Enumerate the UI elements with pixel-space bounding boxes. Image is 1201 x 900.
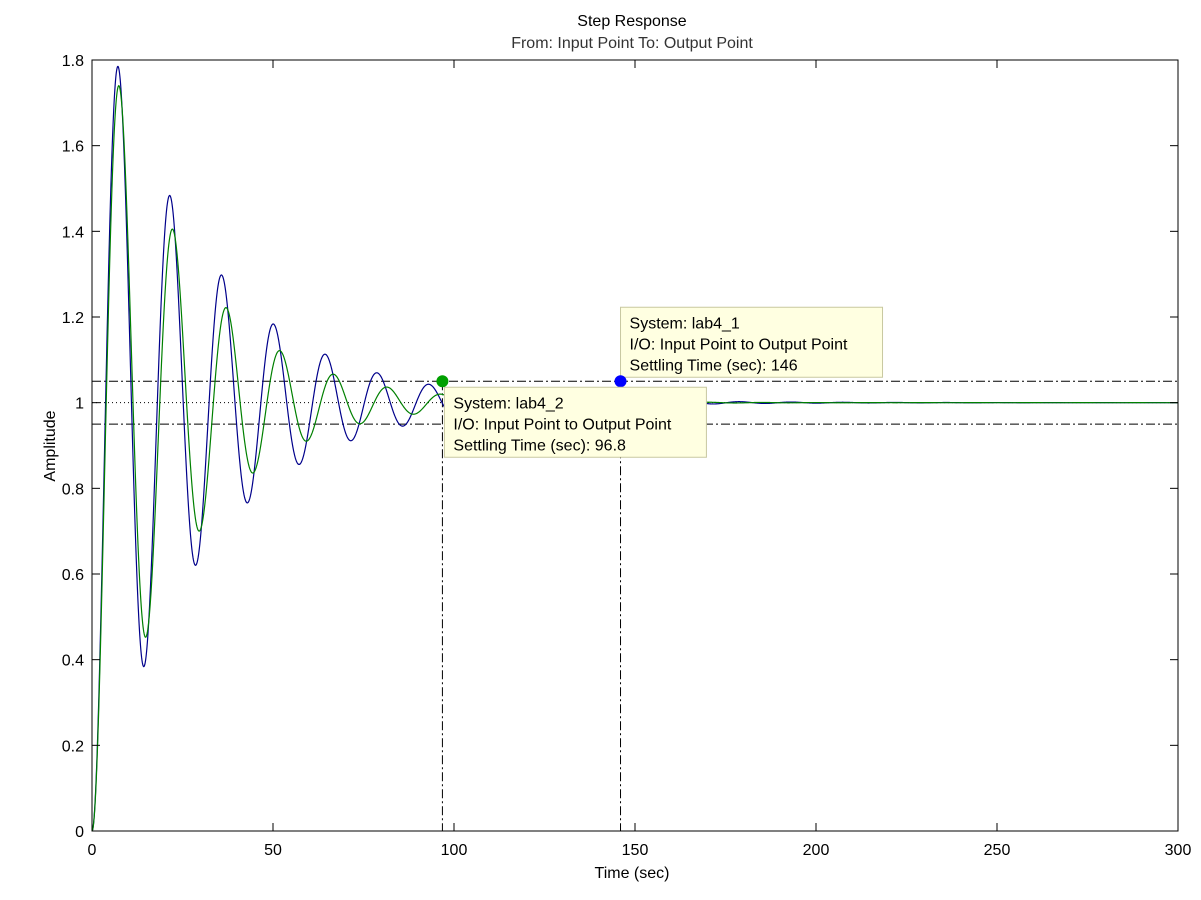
- datatip-line: I/O: Input Point to Output Point: [630, 336, 848, 353]
- y-tick-label: 1.4: [62, 224, 84, 241]
- y-tick-label: 0.6: [62, 567, 84, 584]
- x-axis-label: Time (sec): [595, 865, 670, 882]
- chart-subtitle: From: Input Point To: Output Point: [511, 35, 753, 52]
- datatip-marker-lab4_1[interactable]: [614, 375, 627, 388]
- y-tick-label: 1: [75, 396, 84, 413]
- y-tick-label: 0.8: [62, 481, 84, 498]
- x-tick-label: 250: [984, 842, 1011, 859]
- y-axis-label: Amplitude: [42, 410, 59, 481]
- x-tick-label: 0: [88, 842, 97, 859]
- datatip-lab4_1[interactable]: System: lab4_1 I/O: Input Point to Output…: [620, 306, 884, 378]
- y-tick-label: 0.4: [62, 653, 84, 670]
- datatip-line: System: lab4_1: [630, 315, 740, 332]
- y-tick-label: 0.2: [62, 738, 84, 755]
- y-tick-label: 0: [75, 824, 84, 841]
- datatip-line: I/O: Input Point to Output Point: [453, 416, 671, 433]
- datatip-line: System: lab4_2: [453, 395, 563, 412]
- chart-title: Step Response: [577, 13, 687, 30]
- datatip-box: [443, 386, 707, 458]
- x-tick-label: 100: [441, 842, 468, 859]
- y-tick-label: 1.6: [62, 139, 84, 156]
- y-tick-label: 1.2: [62, 310, 84, 327]
- x-tick-label: 50: [264, 842, 282, 859]
- datatip-marker-lab4_2[interactable]: [436, 375, 449, 388]
- datatip-box: [620, 306, 884, 378]
- x-tick-label: 300: [1165, 842, 1192, 859]
- datatip-line: Settling Time (sec): 96.8: [453, 437, 626, 454]
- datatip-line: Settling Time (sec): 146: [630, 357, 798, 374]
- x-tick-label: 200: [803, 842, 830, 859]
- datatip-lab4_2[interactable]: System: lab4_2 I/O: Input Point to Output…: [443, 386, 707, 458]
- y-tick-label: 1.8: [62, 53, 84, 70]
- x-tick-label: 150: [622, 842, 649, 859]
